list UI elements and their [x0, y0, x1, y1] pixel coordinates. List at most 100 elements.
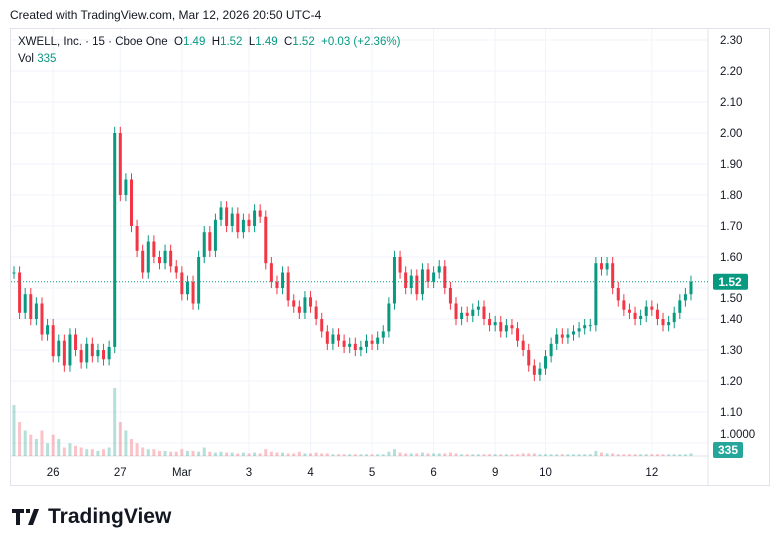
volume-bar	[678, 454, 682, 456]
volume-bar	[454, 453, 458, 456]
x-tick-label: 12	[645, 467, 658, 479]
volume-bar	[689, 453, 693, 456]
candle-body	[398, 257, 402, 273]
candle-body	[146, 241, 150, 273]
candle-body	[650, 306, 654, 310]
volume-bar	[376, 454, 380, 456]
volume-bar	[258, 453, 262, 456]
volume-bar	[85, 449, 89, 456]
candle-body	[616, 288, 620, 301]
candle-body	[197, 257, 201, 304]
candle-body	[124, 179, 128, 195]
volume-bar	[488, 454, 492, 456]
volume-bar	[420, 452, 424, 456]
candle-body	[594, 263, 598, 326]
volume-bar	[275, 452, 279, 456]
candle-body	[426, 269, 430, 282]
tradingview-logo[interactable]: TradingView	[12, 505, 171, 529]
x-tick-label: 5	[369, 467, 375, 479]
chart-frame[interactable]	[10, 28, 770, 486]
last-price-label: 1.52	[718, 275, 742, 289]
volume-bar	[191, 450, 195, 456]
volume-bar	[683, 454, 687, 456]
high-label: H	[211, 36, 221, 48]
candle-body	[353, 343, 357, 350]
candle-body	[359, 346, 363, 350]
volume-bar	[68, 443, 72, 456]
volume-bar	[281, 452, 285, 456]
candle-body	[527, 350, 531, 366]
candle-body	[493, 322, 497, 326]
y-tick-label: 2.30	[720, 35, 742, 47]
volume-bar	[208, 451, 212, 456]
y-tick-label: 1.30	[720, 345, 742, 357]
candle-body	[370, 340, 374, 344]
volume-bar	[325, 453, 329, 456]
volume-bar	[230, 452, 234, 456]
volume-bar	[611, 453, 615, 456]
volume-bar	[34, 439, 38, 456]
volume-bar	[163, 450, 167, 456]
volume-bar	[387, 451, 391, 456]
candle-body	[437, 266, 441, 273]
volume-bar	[118, 422, 122, 456]
candle-body	[46, 325, 50, 335]
volume-bar	[57, 439, 61, 456]
volume-bar	[667, 454, 671, 456]
candle-body	[169, 250, 173, 267]
volume-label: Vol	[18, 53, 34, 65]
candle-body	[342, 340, 346, 347]
candle-body	[113, 133, 117, 347]
candle-body	[560, 334, 564, 338]
volume-bar	[141, 447, 145, 456]
y-tick-label: 2.00	[720, 128, 742, 140]
ohlc-row: XWELL, Inc. · 15 · Cboe One O1.49 H1.52 …	[18, 36, 401, 48]
last-volume-badge	[713, 442, 743, 458]
candle-body	[40, 303, 44, 335]
volume-bar	[46, 443, 50, 456]
candle-body	[404, 272, 408, 288]
volume-bar	[599, 452, 603, 456]
candle-body	[57, 340, 61, 357]
symbol-name[interactable]: XWELL, Inc.	[18, 36, 82, 48]
volume-bar	[342, 454, 346, 456]
volume-bar	[633, 454, 637, 456]
volume-bar	[213, 452, 217, 456]
volume-bar	[544, 454, 548, 456]
candle-body	[191, 281, 195, 304]
volume-bar	[560, 454, 564, 456]
candle-body	[68, 334, 72, 366]
volume-bar	[292, 453, 296, 456]
volume-bar	[364, 454, 368, 456]
volume-bar	[583, 454, 587, 456]
candle-body	[51, 325, 55, 357]
close-value: 1.52	[292, 36, 315, 48]
candle-body	[96, 350, 100, 357]
y-tick-label: 1.50	[720, 293, 742, 305]
candle-body	[253, 210, 257, 226]
volume-bar	[639, 454, 643, 456]
volume-bar	[627, 454, 631, 456]
volume-bar	[622, 454, 626, 456]
candle-body	[381, 331, 385, 338]
candle-body	[415, 275, 419, 295]
last-price-badge	[713, 273, 748, 290]
candle-body	[555, 334, 559, 344]
candle-body	[208, 232, 212, 251]
volume-bar	[426, 453, 430, 456]
candle-body	[667, 322, 671, 326]
candle-body	[331, 334, 335, 344]
volume-row: Vol 335	[18, 51, 400, 68]
candle-body	[678, 300, 682, 313]
candle-body	[521, 340, 525, 350]
candle-body	[605, 263, 609, 270]
volume-bar	[549, 454, 553, 456]
x-tick-label: 4	[307, 467, 314, 479]
volume-bar	[661, 454, 665, 456]
candle-body	[376, 337, 380, 344]
volume-bar	[169, 451, 173, 456]
y-tick-label: 1.70	[720, 221, 742, 233]
volume-bar	[331, 454, 335, 456]
volume-bar	[74, 445, 78, 456]
